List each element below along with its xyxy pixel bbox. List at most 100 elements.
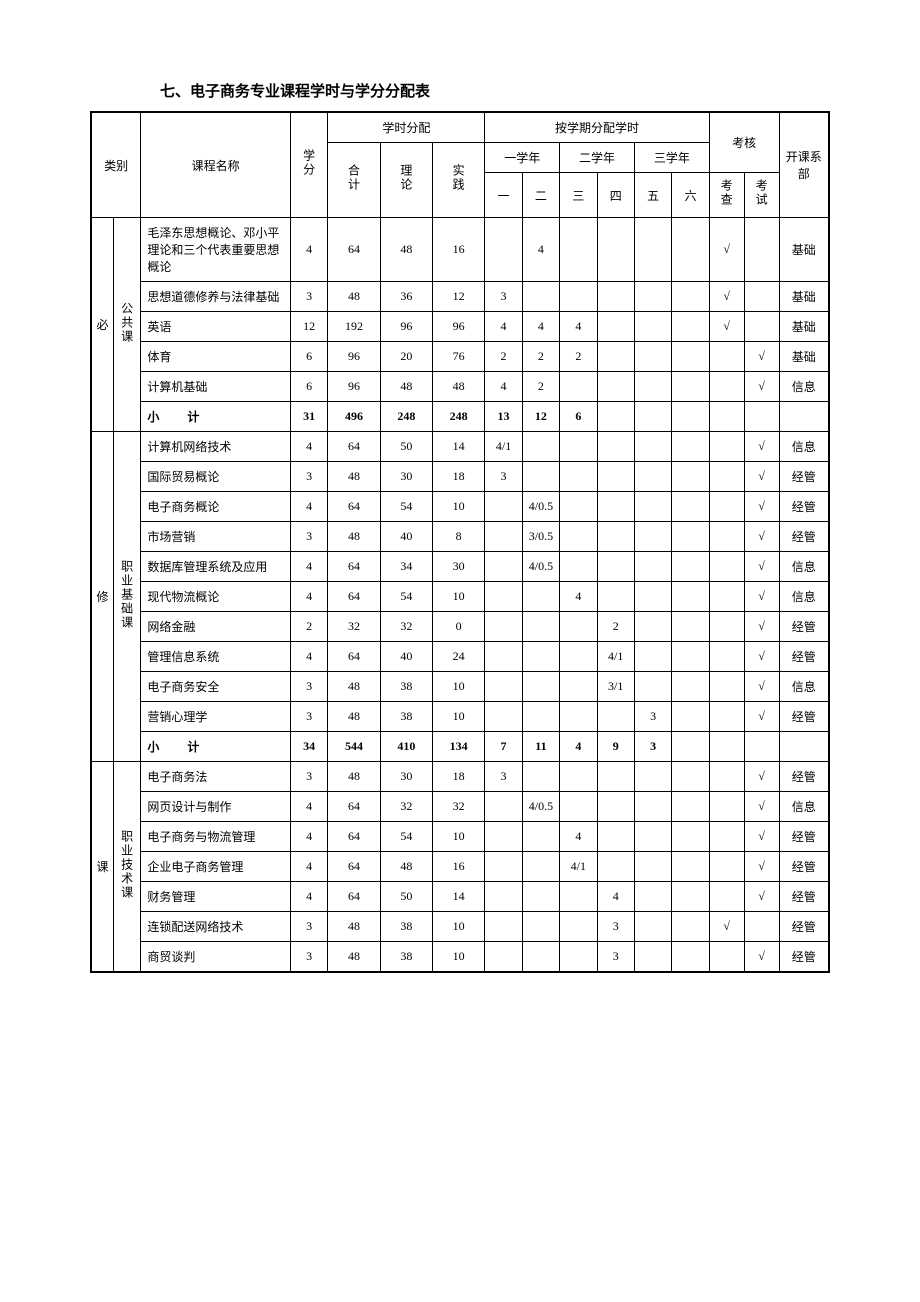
cell — [560, 522, 597, 552]
category-sub: 职业基础课 — [113, 432, 140, 762]
table-row: 连锁配送网络技术34838103√经管 — [91, 912, 829, 942]
cell — [709, 342, 744, 372]
table-row: 现代物流概论46454104√信息 — [91, 582, 829, 612]
cell — [634, 218, 671, 282]
cell: 64 — [328, 792, 380, 822]
course-name-cell: 管理信息系统 — [141, 642, 291, 672]
cell — [709, 432, 744, 462]
cell: 54 — [380, 582, 432, 612]
table-row: 营销心理学34838103√经管 — [91, 702, 829, 732]
cell — [522, 762, 559, 792]
cell: 30 — [380, 762, 432, 792]
cell: 3 — [290, 462, 327, 492]
table-row: 管理信息系统46440244/1√经管 — [91, 642, 829, 672]
cell: 10 — [433, 912, 485, 942]
cell: 经管 — [779, 852, 829, 882]
cell: 4 — [560, 822, 597, 852]
cell: 4 — [290, 882, 327, 912]
cell — [672, 732, 709, 762]
course-name-cell: 商贸谈判 — [141, 942, 291, 973]
cell: √ — [709, 218, 744, 282]
cell: 经管 — [779, 942, 829, 973]
cell: 64 — [328, 218, 380, 282]
section-title: 七、电子商务专业课程学时与学分分配表 — [90, 80, 830, 101]
course-name-cell: 计算机基础 — [141, 372, 291, 402]
cell: 30 — [433, 552, 485, 582]
cell: 信息 — [779, 432, 829, 462]
cell: 48 — [328, 672, 380, 702]
cell: 3 — [597, 912, 634, 942]
header-year1: 一学年 — [485, 143, 560, 173]
cell — [485, 702, 522, 732]
cell: 16 — [433, 852, 485, 882]
cell: 18 — [433, 462, 485, 492]
cell: 40 — [380, 522, 432, 552]
cell — [634, 342, 671, 372]
header-s3: 三 — [560, 173, 597, 218]
cell — [709, 822, 744, 852]
cell — [597, 342, 634, 372]
cell — [709, 732, 744, 762]
cell: 40 — [380, 642, 432, 672]
cell — [744, 912, 779, 942]
cell: 2 — [560, 342, 597, 372]
cell — [634, 792, 671, 822]
cell — [485, 822, 522, 852]
cell — [634, 582, 671, 612]
category-major: 必 — [91, 218, 113, 432]
header-credit: 学分 — [290, 112, 327, 218]
cell: 经管 — [779, 612, 829, 642]
cell: √ — [744, 342, 779, 372]
cell: 96 — [380, 312, 432, 342]
cell: 4 — [522, 218, 559, 282]
cell — [634, 852, 671, 882]
cell — [485, 218, 522, 282]
cell: 24 — [433, 642, 485, 672]
cell: 48 — [328, 702, 380, 732]
cell: √ — [744, 942, 779, 973]
cell: 12 — [290, 312, 327, 342]
cell: √ — [709, 312, 744, 342]
cell: 38 — [380, 942, 432, 973]
cell — [672, 762, 709, 792]
cell: 38 — [380, 672, 432, 702]
subtotal-row: 小计34544410134711493 — [91, 732, 829, 762]
cell: √ — [744, 612, 779, 642]
cell: 48 — [380, 372, 432, 402]
cell — [672, 852, 709, 882]
cell: √ — [744, 882, 779, 912]
cell: 3 — [597, 942, 634, 973]
table-row: 国际贸易概论34830183√经管 — [91, 462, 829, 492]
cell — [744, 402, 779, 432]
cell: 基础 — [779, 218, 829, 282]
cell — [560, 792, 597, 822]
cell: 54 — [380, 822, 432, 852]
cell: 3 — [290, 912, 327, 942]
cell: 34 — [380, 552, 432, 582]
cell — [672, 312, 709, 342]
cell: 50 — [380, 432, 432, 462]
cell: 2 — [485, 342, 522, 372]
cell: 基础 — [779, 342, 829, 372]
cell — [672, 432, 709, 462]
cell: 12 — [433, 282, 485, 312]
header-year2: 二学年 — [560, 143, 635, 173]
cell — [522, 702, 559, 732]
cell — [597, 218, 634, 282]
cell: 10 — [433, 942, 485, 973]
cell: 96 — [328, 372, 380, 402]
cell: 64 — [328, 582, 380, 612]
cell — [485, 582, 522, 612]
cell: 48 — [328, 462, 380, 492]
cell — [485, 942, 522, 973]
cell: √ — [709, 912, 744, 942]
cell — [709, 792, 744, 822]
cell: √ — [744, 642, 779, 672]
cell — [709, 552, 744, 582]
cell — [709, 462, 744, 492]
table-row: 财务管理46450144√经管 — [91, 882, 829, 912]
cell — [485, 852, 522, 882]
cell — [560, 762, 597, 792]
course-name-cell: 思想道德修养与法律基础 — [141, 282, 291, 312]
cell: 4 — [290, 432, 327, 462]
